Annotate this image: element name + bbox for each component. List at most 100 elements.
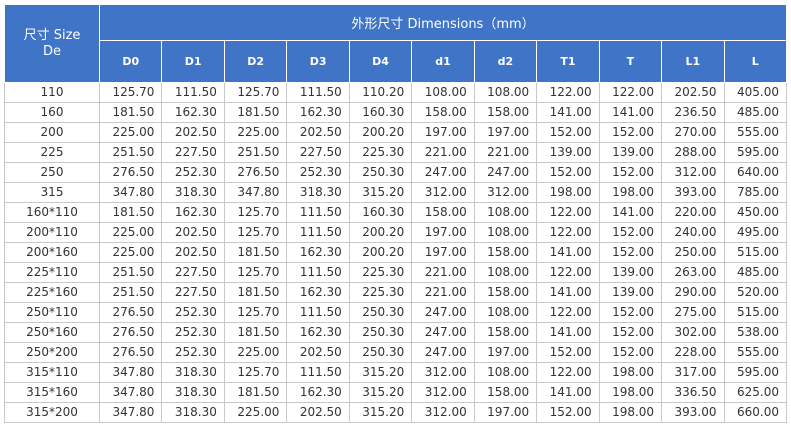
value-cell-d3: 162.30 bbox=[286, 102, 350, 123]
value-cell-d2: 108.00 bbox=[473, 202, 538, 223]
value-cell-d2: 276.50 bbox=[223, 162, 288, 183]
value-cell-l1: 236.50 bbox=[661, 102, 725, 123]
value-cell-d2: 347.80 bbox=[223, 182, 288, 203]
table-row: 315*110 347.80 318.30 125.70 111.50 315.20 312… bbox=[4, 362, 788, 383]
value-cell-t: 198.00 bbox=[598, 362, 663, 383]
value-cell-l1: 263.00 bbox=[661, 262, 725, 283]
value-cell-d2: 125.70 bbox=[223, 302, 288, 323]
column-header-d0: D0 bbox=[98, 40, 163, 83]
value-cell-d3: 111.50 bbox=[286, 302, 350, 323]
table-row: 315*160 347.80 318.30 181.50 162.30 315.20 312… bbox=[4, 382, 788, 403]
value-cell-d0: 347.80 bbox=[98, 362, 163, 383]
value-cell-d0: 276.50 bbox=[98, 342, 163, 363]
value-cell-t1: 122.00 bbox=[536, 82, 600, 103]
value-cell-t: 152.00 bbox=[598, 322, 663, 343]
value-cell-d1: 312.00 bbox=[411, 362, 475, 383]
size-cell: 110 bbox=[4, 82, 100, 103]
value-cell-d3: 162.30 bbox=[286, 242, 350, 263]
value-cell-t: 139.00 bbox=[598, 282, 663, 303]
value-cell-t1: 141.00 bbox=[536, 282, 600, 303]
value-cell-d2: 312.00 bbox=[473, 182, 538, 203]
value-cell-d2: 125.70 bbox=[223, 362, 288, 383]
value-cell-t1: 122.00 bbox=[536, 302, 600, 323]
value-cell-t: 141.00 bbox=[598, 202, 663, 223]
value-cell-t1: 139.00 bbox=[536, 142, 600, 163]
size-cell: 250 bbox=[4, 162, 100, 183]
value-cell-t: 152.00 bbox=[598, 342, 663, 363]
value-cell-d1: 252.30 bbox=[161, 342, 225, 363]
value-cell-l: 515.00 bbox=[723, 242, 788, 263]
value-cell-d3: 318.30 bbox=[286, 182, 350, 203]
value-cell-t1: 122.00 bbox=[536, 222, 600, 243]
value-cell-l: 485.00 bbox=[723, 262, 788, 283]
value-cell-d0: 251.50 bbox=[98, 282, 163, 303]
value-cell-l: 520.00 bbox=[723, 282, 788, 303]
value-cell-l: 625.00 bbox=[723, 382, 788, 403]
size-header-unit: De bbox=[42, 43, 61, 59]
column-header-d1: d1 bbox=[411, 40, 475, 83]
value-cell-t: 198.00 bbox=[598, 182, 663, 203]
value-cell-d3: 227.50 bbox=[286, 142, 350, 163]
value-cell-d4: 225.30 bbox=[348, 262, 413, 283]
size-column-header: 尺寸 Size De bbox=[4, 4, 100, 83]
value-cell-d1: 312.00 bbox=[411, 402, 475, 423]
value-cell-l1: 288.00 bbox=[661, 142, 725, 163]
size-cell: 315*200 bbox=[4, 402, 100, 423]
size-header-label: 尺寸 Size bbox=[23, 27, 81, 43]
value-cell-d2: 108.00 bbox=[473, 82, 538, 103]
table-row: 315*200 347.80 318.30 225.00 202.50 315.20 312… bbox=[4, 402, 788, 423]
value-cell-d1: 108.00 bbox=[411, 82, 475, 103]
column-header-t: T bbox=[598, 40, 663, 83]
value-cell-d1: 197.00 bbox=[411, 242, 475, 263]
table-row: 225*160 251.50 227.50 181.50 162.30 225.30 221… bbox=[4, 282, 788, 303]
value-cell-d2: 125.70 bbox=[223, 82, 288, 103]
value-cell-d1: 318.30 bbox=[161, 402, 225, 423]
table-row: 200 225.00 202.50 225.00 202.50 200.20 197.00 1… bbox=[4, 122, 788, 143]
value-cell-d2: 158.00 bbox=[473, 242, 538, 263]
table-body: 110 125.70 111.50 125.70 111.50 110.20 108.00 1… bbox=[4, 82, 788, 423]
value-cell-d0: 347.80 bbox=[98, 402, 163, 423]
value-cell-d3: 252.30 bbox=[286, 162, 350, 183]
value-cell-d2: 158.00 bbox=[473, 102, 538, 123]
column-header-d1: D1 bbox=[161, 40, 225, 83]
value-cell-d1: 158.00 bbox=[411, 102, 475, 123]
value-cell-l: 555.00 bbox=[723, 342, 788, 363]
value-cell-d0: 347.80 bbox=[98, 382, 163, 403]
dimensions-group-header: 外形尺寸 Dimensions（mm） bbox=[99, 4, 787, 41]
value-cell-d4: 225.30 bbox=[348, 142, 413, 163]
value-cell-l: 485.00 bbox=[723, 102, 788, 123]
value-cell-d0: 347.80 bbox=[98, 182, 163, 203]
value-cell-l1: 202.50 bbox=[661, 82, 725, 103]
value-cell-t: 152.00 bbox=[598, 122, 663, 143]
value-cell-d1: 162.30 bbox=[161, 102, 225, 123]
value-cell-l1: 290.00 bbox=[661, 282, 725, 303]
value-cell-l: 595.00 bbox=[723, 362, 788, 383]
value-cell-d4: 250.30 bbox=[348, 302, 413, 323]
value-cell-t1: 141.00 bbox=[536, 382, 600, 403]
size-cell: 225 bbox=[4, 142, 100, 163]
column-header-d2: D2 bbox=[223, 40, 288, 83]
value-cell-l1: 220.00 bbox=[661, 202, 725, 223]
value-cell-d0: 276.50 bbox=[98, 162, 163, 183]
value-cell-d1: 221.00 bbox=[411, 282, 475, 303]
table-row: 250*200 276.50 252.30 225.00 202.50 250.30 247… bbox=[4, 342, 788, 363]
value-cell-d2: 181.50 bbox=[223, 322, 288, 343]
value-cell-t1: 122.00 bbox=[536, 202, 600, 223]
value-cell-d2: 125.70 bbox=[223, 222, 288, 243]
value-cell-d2: 181.50 bbox=[223, 282, 288, 303]
table-row: 160 181.50 162.30 181.50 162.30 160.30 158.00 1… bbox=[4, 102, 788, 123]
value-cell-d2: 197.00 bbox=[473, 122, 538, 143]
value-cell-d4: 110.20 bbox=[348, 82, 413, 103]
value-cell-d1: 247.00 bbox=[411, 342, 475, 363]
value-cell-d3: 162.30 bbox=[286, 282, 350, 303]
value-cell-d1: 221.00 bbox=[411, 142, 475, 163]
table-row: 250*160 276.50 252.30 181.50 162.30 250.30 247… bbox=[4, 322, 788, 343]
value-cell-d4: 250.30 bbox=[348, 162, 413, 183]
value-cell-l: 555.00 bbox=[723, 122, 788, 143]
value-cell-l1: 275.00 bbox=[661, 302, 725, 323]
value-cell-d1: 252.30 bbox=[161, 322, 225, 343]
value-cell-d2: 221.00 bbox=[473, 142, 538, 163]
value-cell-d1: 227.50 bbox=[161, 282, 225, 303]
value-cell-t1: 122.00 bbox=[536, 262, 600, 283]
value-cell-d2: 197.00 bbox=[473, 402, 538, 423]
